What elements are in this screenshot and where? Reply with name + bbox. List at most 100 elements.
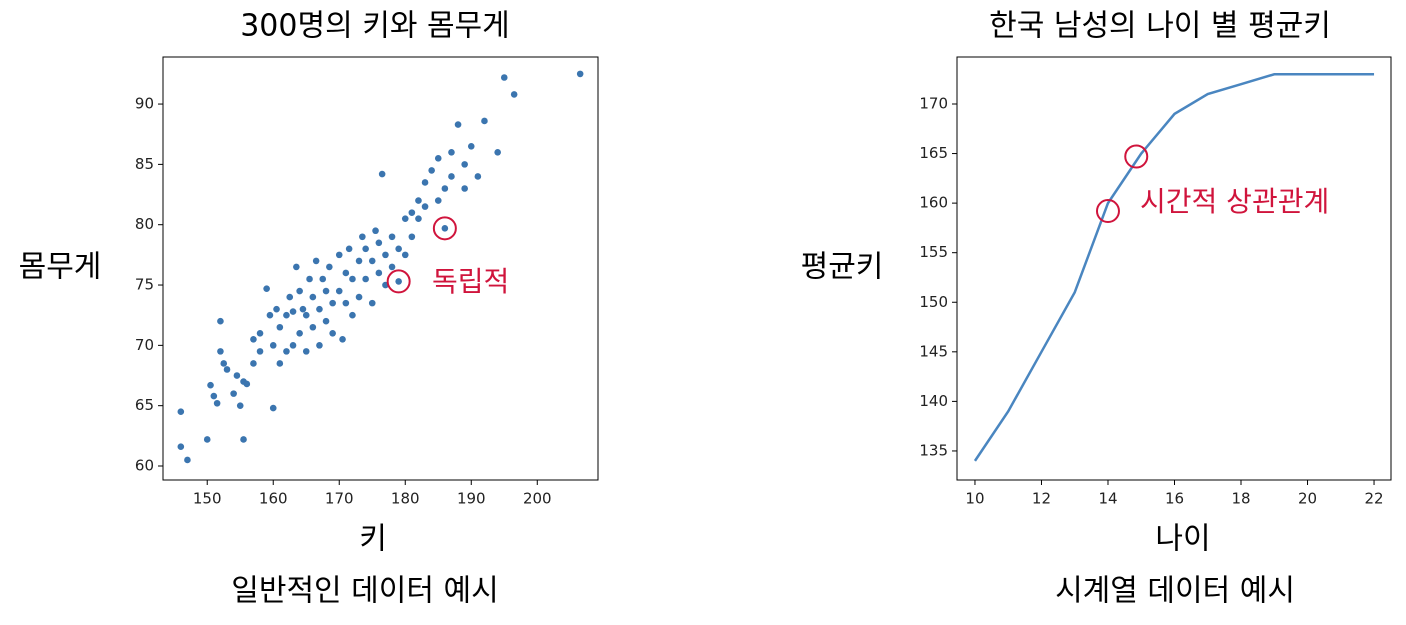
y-tick-label: 155 [919,243,948,261]
y-tick-label: 150 [919,293,948,311]
x-tick-label: 22 [1364,490,1383,508]
x-tick-label: 190 [457,490,486,508]
point [510,91,518,98]
point [359,233,366,241]
point [203,436,211,443]
y-tick-label: 60 [135,457,154,475]
point [421,203,429,210]
point [269,342,277,349]
point [355,293,363,301]
caption: 시계열 데이터 예시 [1055,574,1295,609]
x-tick-label: 10 [965,490,984,508]
point [494,149,501,156]
x-tick-label: 14 [1098,490,1117,508]
chart-title: 한국 남성의 나이 별 평균키 [989,9,1331,44]
point [448,173,455,180]
line [973,72,1375,462]
x-tick-label: 18 [1231,490,1250,508]
point [500,74,508,81]
point [375,269,383,277]
y-tick-label: 80 [135,215,154,233]
point [441,225,449,232]
point [362,245,369,253]
highlight-circle [432,216,457,241]
x-axis-label: 나이 [1155,522,1210,557]
caption: 일반적인 데이터 예시 [231,574,498,609]
point [401,251,409,259]
x-tick-label: 12 [1032,490,1051,508]
point [322,317,330,325]
point [243,380,251,388]
y-axis-label: 평균키 [801,250,884,285]
point [217,348,224,355]
point [415,197,422,204]
point [177,408,185,416]
point [395,278,402,285]
y-tick-label: 170 [919,94,948,112]
annotation: 독립적 [432,265,509,298]
point [421,179,429,186]
point [322,287,330,295]
point [329,299,336,307]
y-tick-label: 90 [135,95,154,113]
point [283,348,290,355]
point [289,342,297,349]
point [378,170,386,178]
point [368,299,376,307]
point [184,456,191,464]
highlight-circle [1124,144,1149,169]
point [349,311,356,319]
x-tick-label: 170 [325,490,354,508]
point [302,348,310,355]
point [250,360,257,367]
point [256,348,264,355]
point [454,121,462,128]
point [408,209,416,216]
point [223,366,231,373]
x-axis-label: 키 [359,522,387,557]
chart-title: 300명의 키와 몸무게 [240,9,510,44]
highlight-circle [1095,199,1120,224]
point [467,142,475,150]
x-tick-label: 200 [523,490,552,508]
point [207,381,214,389]
plot-frame [956,56,1392,481]
x-tick-label: 20 [1298,490,1317,508]
point [220,360,228,367]
point [316,342,323,349]
point [415,215,422,222]
point [335,287,343,295]
y-tick-label: 145 [919,342,948,360]
y-tick-label: 85 [135,155,154,173]
point [481,117,488,125]
point [319,275,327,283]
x-tick-label: 160 [259,490,288,508]
point [240,436,247,443]
point [263,285,270,292]
point [312,257,320,265]
point [230,390,237,397]
point [349,275,356,283]
point [299,305,307,313]
point [273,305,280,313]
point [296,287,303,295]
point [250,336,257,343]
point [276,360,284,367]
point [210,392,218,400]
point [217,317,224,325]
point [382,251,389,259]
point [401,215,409,222]
point [428,167,435,174]
point [375,239,383,247]
point [302,311,310,319]
point [233,372,241,379]
point [362,275,369,283]
y-tick-label: 65 [135,396,154,414]
y-tick-label: 70 [135,336,154,354]
point [309,323,317,331]
point [286,293,294,301]
point [355,257,363,265]
point [368,257,376,265]
plot-frame [162,56,599,481]
